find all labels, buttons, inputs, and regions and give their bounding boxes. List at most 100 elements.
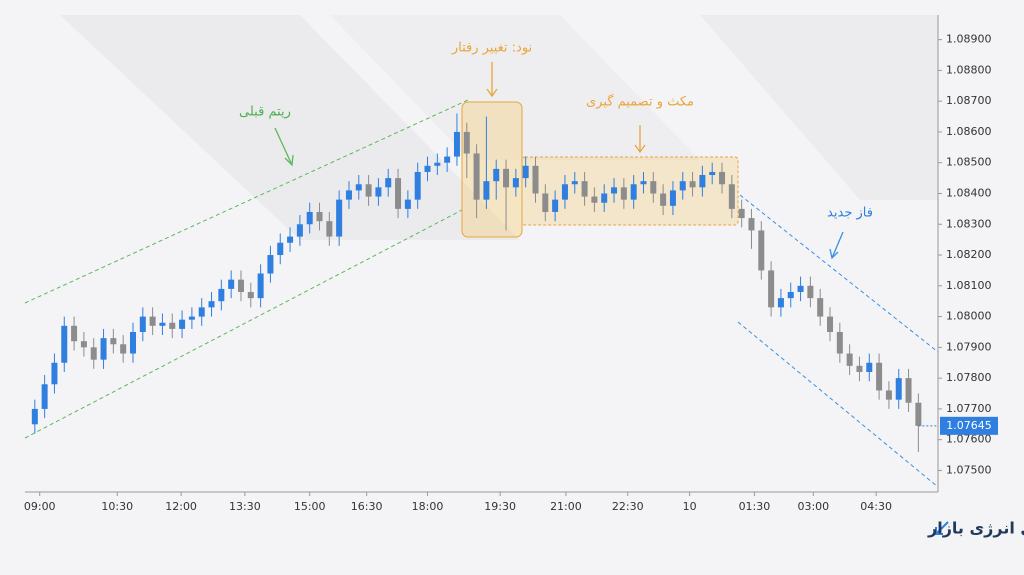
x-tick-label: 03:00 [797,500,829,513]
candle-body [159,322,166,326]
candle-body [679,181,686,191]
candle-body [522,165,529,179]
candle-body [561,184,568,200]
y-tick-label: 1.08800 [946,63,992,76]
candle-body [807,285,814,299]
candle-body [139,316,146,332]
candle-body [856,365,863,372]
candle-body [179,319,186,329]
candle-body [591,196,598,203]
channel-line [24,209,463,439]
candle-body [777,298,784,308]
candle-body [571,181,578,185]
candle-body [895,378,902,400]
y-tick-label: 1.07600 [946,433,992,446]
candle-body [51,362,58,385]
candle-body [237,279,244,292]
y-tick-label: 1.08100 [946,279,992,292]
x-tick-label: 18:00 [412,500,444,513]
candle-body [129,331,136,354]
candle-body [797,285,804,292]
candle-body [424,165,431,172]
candle-body [630,184,637,200]
candle-body [719,171,726,185]
x-tick-label: 10 [683,500,697,513]
candle-body [493,168,500,182]
arrow [486,62,498,98]
y-tick-label: 1.08200 [946,248,992,261]
candle-body [748,218,755,231]
candle-body [277,242,284,256]
x-tick-label: 19:30 [484,500,516,513]
y-tick-label: 1.08300 [946,217,992,230]
candle-body [660,193,667,206]
channel-line [739,194,939,353]
candle-body [395,178,402,209]
candle-body [316,211,323,222]
x-tick-label: 04:30 [860,500,892,513]
candle-body [444,156,451,163]
candle-body [463,131,470,154]
x-tick-label: 13:30 [229,500,261,513]
candle-body [198,307,205,317]
candle-body [542,193,549,212]
channel-line [24,99,469,304]
candle-body [345,190,352,200]
x-tick-label: 09:00 [24,500,56,513]
x-tick-label: 15:00 [294,500,326,513]
x-tick-label: 16:30 [351,500,383,513]
annotation: فاز جدید [827,206,873,221]
y-tick-label: 1.08400 [946,186,992,199]
y-tick-label: 1.08600 [946,125,992,138]
node-box [461,101,523,238]
y-tick-label: 1.08500 [946,156,992,169]
candle-body [866,362,873,372]
candle-body [31,408,38,425]
pause-box [521,156,739,226]
candle-body [758,230,765,271]
candle-body [728,184,735,209]
candle-body [512,178,519,188]
x-tick-label: 01:30 [739,500,771,513]
candle-body [365,184,372,197]
candle-body [355,184,362,191]
candle-body [296,224,303,237]
candle-body [110,338,117,345]
candle-body [787,291,794,299]
arrow [634,125,646,154]
candle-body [80,341,87,348]
candle-body [581,181,588,197]
last-price-label: 1.07645 [946,419,992,432]
candle-body [836,331,843,354]
y-tick-label: 1.07900 [946,340,992,353]
caption: Node در NDS: نقطه تغییر رفتار و آغاز جا … [927,518,1024,538]
y-tick-label: 1.08000 [946,310,992,323]
candle-body [149,316,156,326]
candle-body [503,168,510,188]
candle-body [336,199,343,237]
x-tick-label: 10:30 [101,500,133,513]
candle-body [414,171,421,200]
candle-body [611,187,618,194]
annotation: نود: تغییر رفتار [451,41,532,56]
candle-body [169,322,176,329]
candle-body [287,236,294,243]
arrows [274,62,844,260]
candle-body [188,316,195,320]
channel-line [737,321,939,488]
candle-body [267,255,274,274]
caption-icon [935,521,949,535]
candle-body [90,347,97,360]
candle-body [208,301,215,308]
annotation: ریتم قبلی [239,105,291,120]
candle-body [228,279,235,289]
candle-body [846,353,853,366]
candle-body [876,362,883,391]
candle-body [385,178,392,188]
candle-body [768,270,775,308]
candle-body [532,165,539,194]
x-tick-label: 12:00 [165,500,197,513]
candle-body [885,390,892,400]
candle-body [817,298,824,317]
